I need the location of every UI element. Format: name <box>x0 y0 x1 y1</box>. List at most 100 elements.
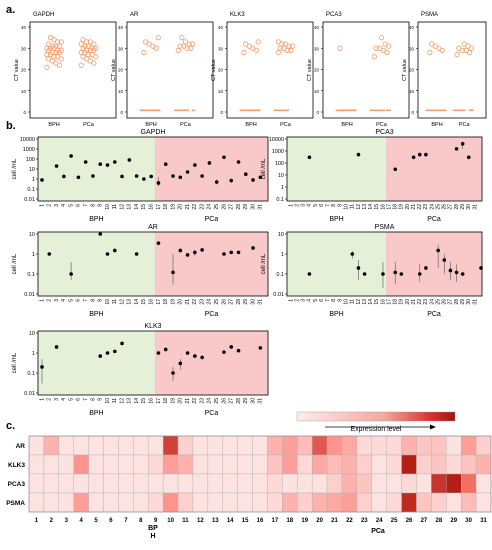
panel-c-column-label: 16 <box>257 518 264 524</box>
panel-c-cell <box>431 435 447 456</box>
panel-b-xtick-label: 28 <box>454 204 460 210</box>
panel-b-ylabel: cell /mL <box>12 253 18 274</box>
panel-a-point <box>275 39 281 45</box>
panel-a-point <box>58 39 64 45</box>
panel-a-tick-label: 30 <box>409 46 415 51</box>
panel-b-xtick-label: 2 <box>47 299 53 302</box>
panel-b-ytick-label: 10 <box>29 232 35 238</box>
panel-b-point <box>424 152 428 157</box>
panel-b-xtick-label: 4 <box>307 204 313 207</box>
panel-b-xtick-label: 24 <box>207 398 213 404</box>
panel-c-cell <box>475 492 492 513</box>
panel-b-xtick-label: 3 <box>54 204 60 207</box>
panel-b-xtick-label: 19 <box>399 204 405 210</box>
panel-b-xtick-label: 7 <box>83 204 89 207</box>
panel-c-row-label: KLK3 <box>8 462 25 469</box>
panel-b-ytick-label: 1 <box>32 351 35 357</box>
panel-b-xtick-label: 22 <box>192 398 198 404</box>
panel-c-cell <box>297 492 313 513</box>
panel-a-tick-label: 20 <box>21 68 27 73</box>
panel-b-xtick-label: 30 <box>466 299 472 305</box>
panel-b-xtick-label: 6 <box>76 299 82 302</box>
panel-b-xtick-label: 15 <box>141 398 147 404</box>
panel-c-cell <box>252 454 268 475</box>
panel-b-xtick-label: 2 <box>294 204 300 207</box>
panel-b-point <box>120 341 124 346</box>
panel-b-xtick-label: 31 <box>258 299 264 305</box>
panel-a-tick-label: 10 <box>409 89 415 94</box>
panel-a-tick-label: 10 <box>218 89 224 94</box>
panel-b-point <box>479 266 483 270</box>
panel-b-xtick-label: 20 <box>405 299 411 305</box>
panel-b-point <box>105 163 110 167</box>
panel-a-ylabel: CT value <box>211 59 217 81</box>
panel-b-pca-region-ar <box>154 232 268 296</box>
panel-c-cell <box>311 435 328 456</box>
panel-b-point <box>307 272 312 276</box>
panel-c-cell <box>282 492 298 513</box>
panel-b-xtick-label: 31 <box>472 299 478 305</box>
panel-b-point <box>105 351 110 355</box>
panel-b-xtick-label: 22 <box>417 299 423 305</box>
panel-b-xtick-label: 6 <box>319 204 325 207</box>
panel-c-cell <box>103 473 119 494</box>
panel-a-xlabel: BPH <box>431 122 442 128</box>
panel-b-bph-region-psma <box>287 232 387 296</box>
panel-a-xlabel: PCa <box>280 122 292 128</box>
panel-b-group-bph: BPH <box>89 216 103 223</box>
panel-a-point <box>182 39 189 45</box>
panel-a-xlabel: BPH <box>245 122 256 128</box>
panel-b-point <box>251 246 255 250</box>
panel-b-xtick-label: 3 <box>301 204 307 207</box>
panel-b-pca-region-gapdh <box>154 137 268 201</box>
panel-c-cell <box>401 454 417 475</box>
panel-c-column-label: 15 <box>242 518 249 524</box>
panel-a-tick-label: 10 <box>21 89 27 94</box>
panel-c-column-label: 24 <box>376 518 383 524</box>
panel-b-xtick-label: 1 <box>39 398 45 401</box>
panel-c-cell <box>311 473 328 494</box>
panel-c-cell <box>28 492 45 513</box>
panel-b-xtick-label: 8 <box>331 204 337 207</box>
panel-c-column-label: 17 <box>272 518 279 524</box>
panel-b-bph-region-ar <box>38 232 155 296</box>
panel-c-cell <box>446 435 462 456</box>
panel-c-column-label: 14 <box>227 518 234 524</box>
panel-b-xtick-label: 29 <box>243 204 249 210</box>
panel-c-cell <box>416 492 432 513</box>
panel-b-xtick-label: 17 <box>156 299 162 305</box>
panel-b-xtick-label: 29 <box>243 398 249 404</box>
panel-b-point <box>134 252 139 256</box>
panel-a-point <box>53 43 59 49</box>
panel-b-xtick-label: 23 <box>199 204 205 210</box>
panel-b-ytick-label: 1 <box>32 177 35 183</box>
panel-c-cell <box>162 454 179 475</box>
panel-b-point <box>69 272 73 276</box>
panel-c-cell <box>177 473 194 494</box>
panel-b-xtick-label: 6 <box>319 299 325 302</box>
panel-b-xtick-label: 7 <box>325 299 331 302</box>
panel-a-tick-label: 0 <box>23 110 26 115</box>
panel-c-cell <box>326 454 343 475</box>
panel-b-xtick-label: 23 <box>199 299 205 305</box>
panel-b-xtick-label: 27 <box>229 299 235 305</box>
panel-a-point <box>255 39 261 45</box>
panel-a-tick-label: 20 <box>218 68 224 73</box>
panel-c-cell <box>73 492 89 513</box>
panel-b-xtick-label: 5 <box>68 299 74 302</box>
panel-c-cell <box>282 473 298 494</box>
panel-b-xtick-label: 13 <box>362 299 368 305</box>
panel-a-frame-psma <box>417 21 487 119</box>
panel-b-title-pca3: PCA3 <box>375 129 393 136</box>
panel-b-xtick-label: 12 <box>119 204 125 210</box>
panel-b-xtick-label: 5 <box>313 299 319 302</box>
panel-c-column-label: 30 <box>465 518 472 524</box>
panel-c-cell <box>43 454 60 475</box>
panel-b-point <box>171 371 175 375</box>
panel-c-cell <box>460 492 477 513</box>
panel-a-point <box>47 35 54 41</box>
panel-b-xtick-label: 2 <box>47 398 53 401</box>
panel-b-point <box>40 365 44 369</box>
panel-b-ytick-label: 0.01 <box>24 197 35 203</box>
panel-c-cell <box>326 435 343 456</box>
